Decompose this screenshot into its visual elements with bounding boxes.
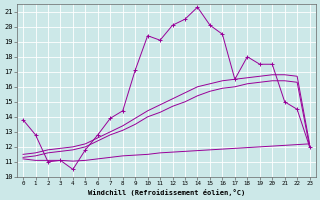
X-axis label: Windchill (Refroidissement éolien,°C): Windchill (Refroidissement éolien,°C): [88, 189, 245, 196]
